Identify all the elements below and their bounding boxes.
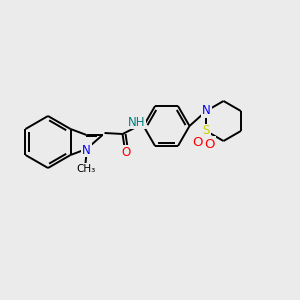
Text: S: S (202, 124, 210, 137)
Text: NH: NH (128, 116, 145, 128)
Text: O: O (192, 136, 202, 148)
Text: O: O (121, 146, 130, 159)
Text: N: N (202, 104, 211, 118)
Text: O: O (204, 137, 214, 151)
Text: CH₃: CH₃ (76, 164, 95, 174)
Text: N: N (82, 143, 91, 157)
